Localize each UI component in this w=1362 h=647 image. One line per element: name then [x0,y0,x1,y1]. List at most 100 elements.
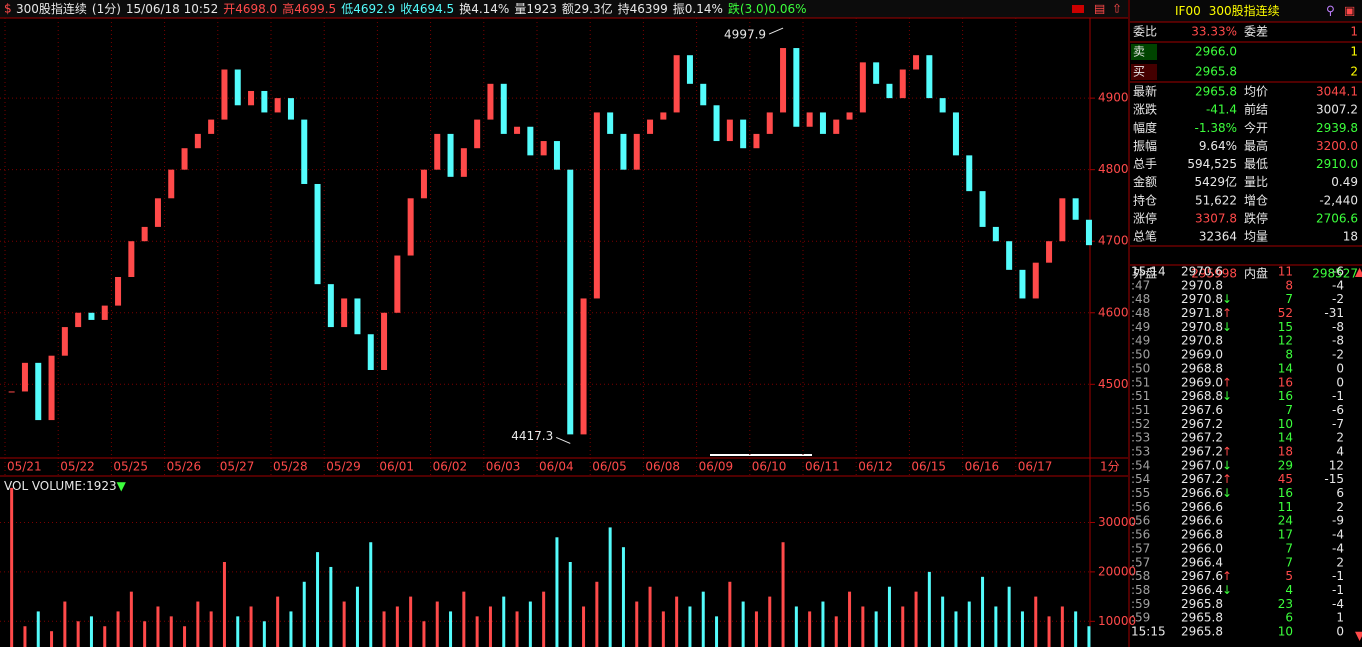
tick-time: :49 [1131,320,1150,334]
volume-bar [701,591,705,647]
volume-bar [409,596,413,647]
scroll-up[interactable]: ▲ [1355,265,1362,279]
volume-bar [169,616,173,647]
candle [899,69,906,99]
volume-bar [515,611,519,647]
icon[interactable]: ▣ [1344,4,1355,18]
volume-bar [781,542,785,647]
tick-volume: 8 [1285,278,1293,292]
candle [500,83,507,134]
quote-label: 买 [1133,65,1145,79]
icon[interactable]: ⚲ [1326,4,1335,18]
volume-bar [768,596,772,647]
tick-price: 2967.6 [1181,403,1223,417]
candle [926,55,933,99]
candle [514,126,521,134]
header-text: 300股指连续 (1分) 15/06/18 10:52 开4698.0 高4699.5 低… [16,1,807,16]
candle [115,276,122,306]
volume-bar [754,611,758,647]
tick-price: 2969.0 [1181,348,1223,362]
tick-time: :53 [1131,445,1150,459]
panel-code: IF00 [1175,4,1201,18]
tick-price: 2970.8 [1181,292,1223,306]
volume-bar [821,601,825,647]
tick-price: 2965.8 [1181,597,1223,611]
volume-bar [435,601,439,647]
volume-bar [661,611,665,647]
volume-bar [63,601,67,647]
tick-change: -8 [1332,320,1344,334]
volume-bar [555,537,559,647]
tick-arrow: ↓ [1222,389,1232,403]
icon[interactable]: ⇧ [1112,2,1122,16]
quote-value: 2706.6 [1316,211,1358,225]
quote-value: 2965.8 [1195,65,1237,79]
volume-bar [462,591,466,647]
tick-price: 2965.8 [1181,625,1223,639]
candle [952,112,959,156]
tick-volume: 11 [1278,500,1293,514]
volume-arrow: ▼ [117,479,127,493]
tick-time: :50 [1131,361,1150,375]
tick-time: :48 [1131,292,1150,306]
candle [633,133,640,170]
candle [753,133,760,149]
header-item: 额29.3亿 [562,1,613,16]
volume-bar [1047,616,1051,647]
y-tick-label: 4900 [1098,91,1129,105]
volume-bar [89,616,93,647]
tick-change: -6 [1332,403,1344,417]
candle [354,298,361,335]
quote-label: 涨停 [1133,210,1157,225]
candle [274,98,281,113]
annotation-pointer [556,437,571,444]
y-tick-label: 4700 [1098,234,1129,248]
quote-label: 外盘 [1133,266,1157,281]
tick-change: -4 [1332,541,1344,555]
tick-arrow: ↓ [1222,583,1232,597]
candle [740,119,747,149]
y-tick-label: 4800 [1098,162,1129,176]
quote-label: 幅度 [1133,120,1157,135]
x-unit: 1分 [1100,460,1120,474]
volume-bar [528,601,532,647]
volume-bar [355,586,359,647]
candle [846,112,853,120]
x-tick-label: 05/25 [113,460,148,474]
tick-price: 2968.8 [1181,361,1223,375]
candle [966,155,973,192]
quote-label: 总手 [1133,157,1157,171]
tick-volume: 8 [1285,348,1293,362]
tick-change: -4 [1332,528,1344,542]
candle [886,83,893,99]
x-tick-label: 06/05 [592,460,627,474]
volume-bar [608,527,612,647]
x-tick-label: 06/08 [645,460,680,474]
candle [194,133,201,149]
panel-name: 300股指连续 [1209,3,1280,18]
volume-bar [648,586,652,647]
x-tick-label: 05/26 [167,460,202,474]
volume-bar [502,596,506,647]
volume-bar [329,566,333,647]
tick-change: -1 [1332,569,1344,583]
tick-change: 12 [1329,458,1344,472]
quote-value: 2 [1350,65,1358,79]
volume-bar [276,596,280,647]
header-item: 高4699.5 [282,1,336,16]
y-tick-label: 10000 [1098,614,1136,628]
x-tick-label: 06/17 [1018,460,1053,474]
volume-bar [861,606,865,647]
candle [301,119,308,184]
volume-bar [954,611,958,647]
header-item: 15/06/18 10:52 [126,2,218,16]
x-tick-label: 06/02 [433,460,468,474]
scroll-down[interactable]: ▼ [1355,629,1362,643]
volume-header: VOL VOLUME:1923▼ [4,479,127,493]
volume-bar [1034,596,1038,647]
icon[interactable] [1072,5,1084,13]
icon[interactable]: $ [4,2,12,16]
tick-volume: 12 [1278,334,1293,348]
icon[interactable]: ▤ [1094,2,1105,16]
tick-change: -2 [1332,348,1344,362]
